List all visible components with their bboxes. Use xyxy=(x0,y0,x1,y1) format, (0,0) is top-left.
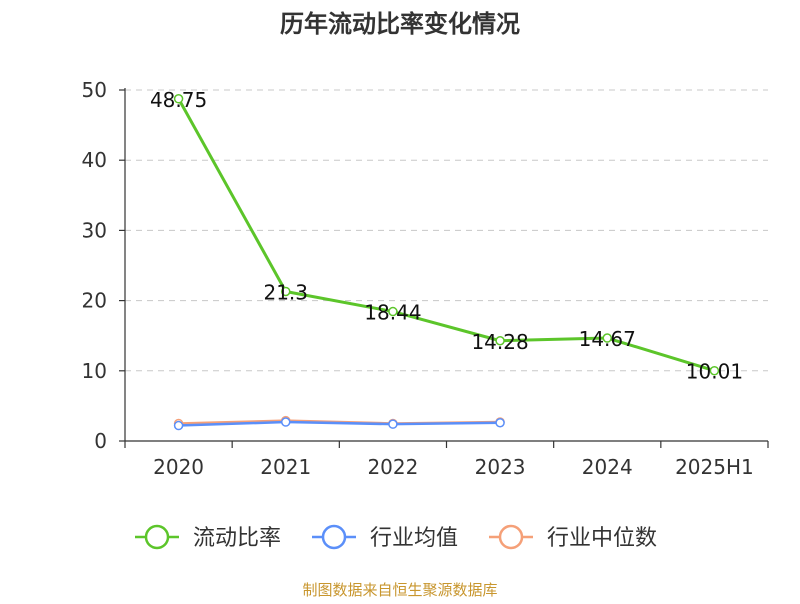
data-point xyxy=(173,94,184,104)
data-point xyxy=(281,286,291,297)
x-tick-label: 2025H1 xyxy=(675,455,754,479)
data-point xyxy=(281,417,291,427)
x-tick-label: 2023 xyxy=(475,455,526,479)
data-point xyxy=(388,306,398,317)
legend-item[interactable]: 流动比率 xyxy=(135,524,281,551)
data-label: 48.75 xyxy=(150,88,207,112)
x-tick-label: 2021 xyxy=(260,455,311,479)
legend-marker-swatch xyxy=(321,524,347,550)
axis-layer: 0 10 20 30 40 50 2020 2021 2022 2023 2024 2025H1 xyxy=(82,78,769,479)
series-line xyxy=(177,420,502,427)
grid-layer xyxy=(125,89,768,372)
y-tick-label: 0 xyxy=(94,429,107,453)
data-point xyxy=(495,417,505,428)
data-label: 10.01 xyxy=(686,360,743,384)
data-point xyxy=(173,420,184,431)
series-line xyxy=(177,97,716,373)
y-tick-label: 30 xyxy=(82,218,107,242)
x-tick-label: 2022 xyxy=(367,455,418,479)
y-tick-label: 20 xyxy=(82,289,107,313)
legend-label: 行业均值 xyxy=(370,526,458,551)
legend[interactable]: 流动比率 行业均值 行业中位数 xyxy=(135,524,657,551)
data-point xyxy=(388,419,398,429)
legend-label: 流动比率 xyxy=(193,526,281,551)
legend-label: 行业中位数 xyxy=(547,526,657,551)
data-label: 21.3 xyxy=(263,280,308,304)
data-point xyxy=(602,333,612,343)
y-tick-label: 50 xyxy=(82,78,107,102)
legend-marker-swatch xyxy=(144,524,170,550)
y-tick-label: 10 xyxy=(82,359,107,383)
chart-title: 历年流动比率变化情况 xyxy=(280,10,520,38)
data-label-layer: 48.75 21.3 18.44 14.28 14.67 10.01 xyxy=(150,88,743,384)
y-tick-label: 40 xyxy=(82,148,107,172)
legend-item[interactable]: 行业中位数 xyxy=(489,524,657,551)
x-tick-label: 2020 xyxy=(153,455,204,479)
data-point xyxy=(709,365,720,376)
data-label: 18.44 xyxy=(364,301,421,325)
legend-item[interactable]: 行业均值 xyxy=(312,524,458,551)
data-point xyxy=(495,336,505,346)
data-label: 14.28 xyxy=(471,330,528,354)
legend-marker-swatch xyxy=(498,524,524,550)
series-layer xyxy=(173,94,720,431)
data-label: 14.67 xyxy=(579,327,636,351)
x-tick-label: 2024 xyxy=(582,455,633,479)
source-note: 制图数据来自恒生聚源数据库 xyxy=(302,581,497,599)
